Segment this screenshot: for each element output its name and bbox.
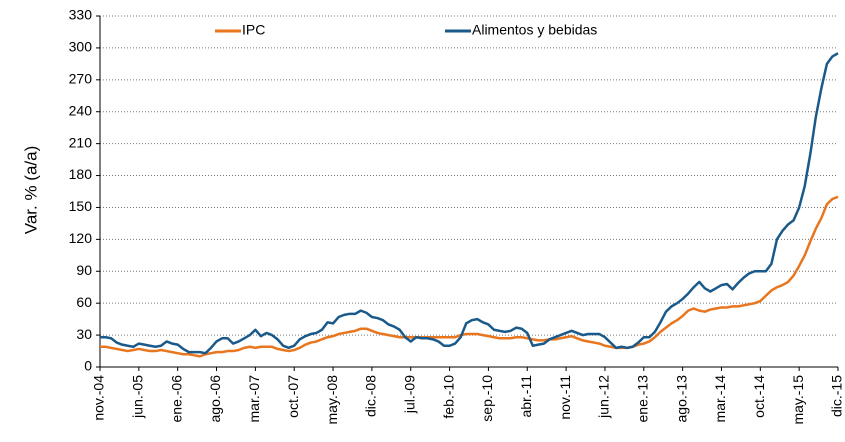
series-line: [100, 195, 839, 358]
x-tick-label: ene.-13: [634, 375, 650, 423]
y-tick-label: 30: [76, 326, 92, 342]
x-tick-label: jun.-05: [130, 375, 146, 419]
y-tick-label: 300: [69, 39, 93, 55]
x-tick-label: oct.-07: [285, 375, 301, 418]
x-tick-label: ene.-06: [168, 375, 184, 423]
y-tick-label: 0: [84, 358, 92, 374]
legend-label: Alimentos y bebidas: [472, 22, 597, 38]
x-tick-label: may.-15: [790, 375, 806, 425]
x-tick-label: sep.-10: [479, 375, 495, 422]
x-tick-label: ago.-06: [207, 375, 223, 423]
x-tick-label: jul.-09: [401, 375, 417, 414]
y-tick-label: 330: [69, 7, 93, 23]
x-tick-label: mar.-14: [712, 375, 728, 423]
y-tick-label: 120: [69, 230, 93, 246]
x-tick-label: jun.-12: [596, 375, 612, 419]
x-tick-label: nov.-11: [557, 375, 573, 420]
x-tick-label: dic.-15: [829, 375, 845, 417]
y-tick-label: 270: [69, 71, 93, 87]
x-tick-label: abr.-11: [518, 375, 534, 418]
x-tick-label: oct.-14: [751, 375, 767, 418]
x-tick-label: may.-08: [324, 375, 340, 425]
y-tick-label: 180: [69, 166, 93, 182]
y-tick-label: 210: [69, 134, 93, 150]
legend-label: IPC: [242, 22, 265, 38]
series-line: [100, 52, 839, 355]
y-tick-label: 240: [69, 102, 93, 118]
x-tick-label: feb.-10: [440, 375, 456, 419]
x-tick-label: ago.-13: [673, 375, 689, 423]
y-tick-label: 90: [76, 262, 92, 278]
y-tick-label: 150: [69, 198, 93, 214]
x-tick-label: nov.-04: [91, 375, 107, 421]
y-axis-label: Var. % (a/a): [21, 146, 40, 235]
x-tick-label: dic.-08: [363, 375, 379, 417]
y-tick-label: 60: [76, 294, 92, 310]
x-tick-label: mar.-07: [246, 375, 262, 423]
